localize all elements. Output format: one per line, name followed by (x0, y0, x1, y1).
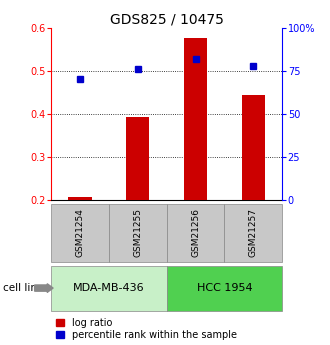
Text: GSM21256: GSM21256 (191, 208, 200, 257)
Bar (126, 117, 149, 200)
Bar (69, 197, 91, 200)
Text: GSM21257: GSM21257 (249, 208, 258, 257)
Text: HCC 1954: HCC 1954 (197, 283, 252, 293)
Text: GSM21255: GSM21255 (133, 208, 142, 257)
Text: MDA-MB-436: MDA-MB-436 (73, 283, 145, 293)
Bar (242, 95, 265, 200)
Text: GSM21254: GSM21254 (76, 208, 84, 257)
Bar (184, 38, 207, 200)
Legend: log ratio, percentile rank within the sample: log ratio, percentile rank within the sa… (56, 318, 237, 340)
Text: cell line: cell line (3, 283, 44, 293)
Title: GDS825 / 10475: GDS825 / 10475 (110, 12, 224, 27)
